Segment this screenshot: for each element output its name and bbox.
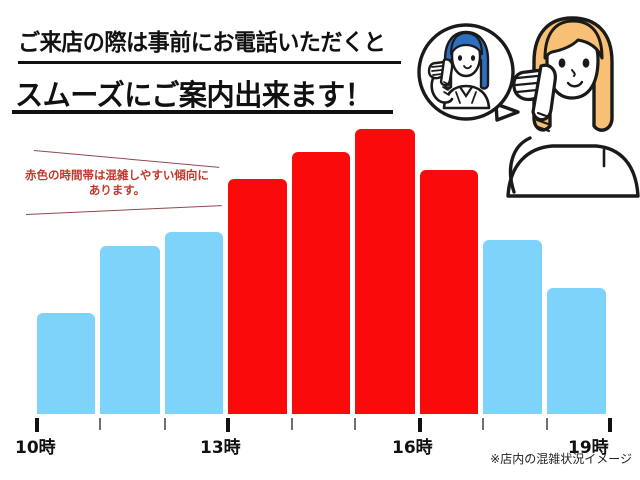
bar-12時: [165, 232, 223, 414]
axis-tick-4: [291, 418, 293, 430]
headline-line-2: スムーズにご案内出来ます！: [15, 78, 373, 112]
annotation-text: 赤色の時間帯は混雑しやすい傾向に あります。: [13, 168, 221, 198]
caller-eye-right: [582, 58, 590, 68]
headline-rule-bottom: [12, 110, 393, 114]
chart-footnote: ※店内の混雑状況イメージ: [490, 452, 632, 466]
headline-block: ご来店の際は事前にお電話いただくと スムーズにご案内出来ます！: [0, 0, 420, 120]
x-axis-label-13時: 13時: [200, 438, 241, 458]
headline-rule-top: [18, 61, 401, 64]
bar-14時: [292, 152, 350, 414]
caller-eye-left: [558, 58, 566, 68]
bar-10時: [37, 313, 95, 414]
bar-11時: [100, 246, 160, 414]
axis-tick-2: [164, 418, 166, 430]
x-axis-label-19時: 19時: [568, 438, 609, 458]
axis-tick-8: [546, 418, 548, 430]
axis-tick-1: [99, 418, 101, 430]
annotation-text-line-2: あります。: [88, 183, 146, 197]
bar-17時: [483, 240, 542, 414]
axis-tick-3: [226, 418, 230, 432]
caller-phone-handset: [531, 63, 557, 122]
staff-phone-handset: [439, 58, 454, 87]
illustration-svg: [417, 16, 640, 198]
annotation-text-line-1: 赤色の時間帯は混雑しやすい傾向に: [25, 168, 209, 182]
woman-on-phone: [506, 16, 640, 198]
bar-16時: [420, 170, 478, 414]
x-axis-label-16時: 16時: [392, 438, 433, 458]
axis-tick-0: [35, 418, 39, 432]
axis-tick-7: [482, 418, 484, 430]
bar-18時: [547, 288, 606, 414]
staff-eye-right: [470, 55, 476, 61]
x-axis-label-10時: 10時: [15, 438, 56, 458]
red-hours-annotation: 赤色の時間帯は混雑しやすい傾向に あります。: [10, 140, 225, 220]
staff-eye-left: [457, 55, 463, 61]
axis-tick-6: [418, 418, 422, 432]
axis-tick-5: [354, 418, 356, 430]
bar-13時: [228, 179, 287, 414]
staff-on-phone-speech-bubble: [417, 23, 520, 122]
axis-tick-9: [608, 418, 612, 432]
bar-15時: [355, 129, 415, 414]
headline-line-1: ご来店の際は事前にお電話いただくと: [18, 30, 386, 56]
staff-figure: [427, 30, 491, 110]
phone-call-illustration: [400, 0, 640, 200]
